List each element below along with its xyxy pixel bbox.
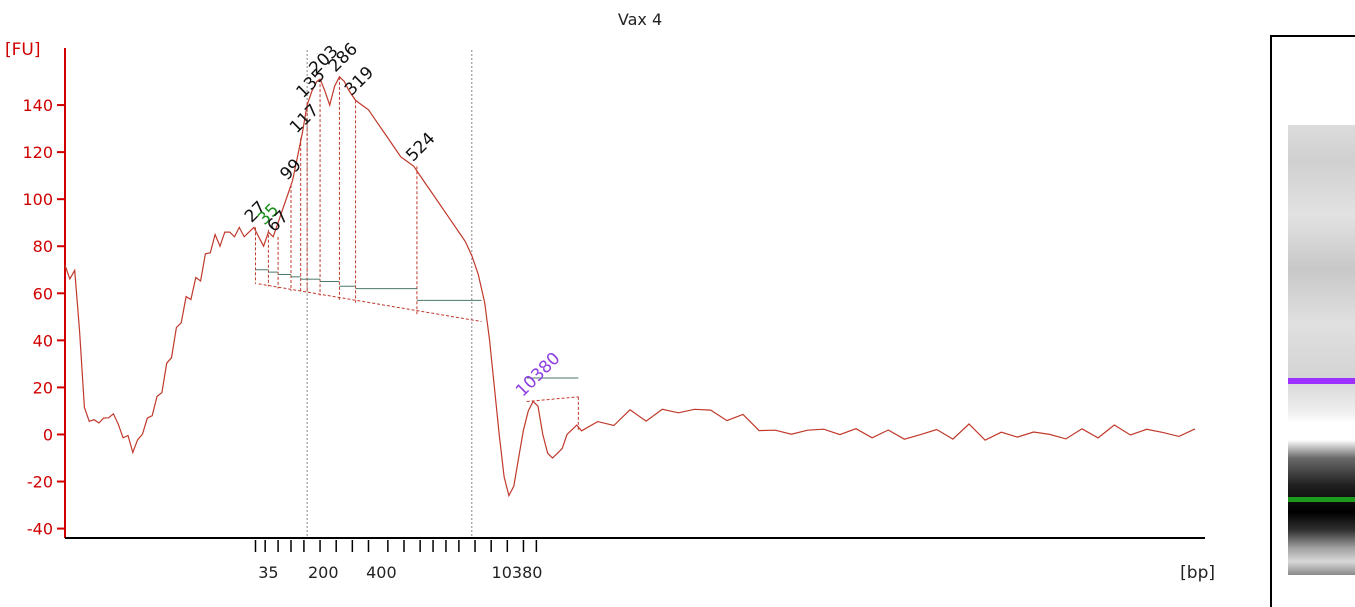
gel-lane-body	[1288, 125, 1355, 575]
gel-marker-upper	[1288, 378, 1355, 384]
trace-line	[64, 75, 1196, 498]
x-axis: 35 200 400 10380	[254, 540, 543, 582]
baseline-dotted	[258, 283, 482, 323]
electropherogram-chart: Vax 4 [FU] [bp] -40 -20 0 20 40 60 80 100 120 140…	[5, 10, 1215, 583]
peak-label: 117	[286, 100, 323, 137]
y-tick-label: -20	[27, 473, 53, 492]
gel-lane	[1288, 125, 1355, 575]
y-tick-label: 40	[33, 331, 53, 350]
x-axis-label: [bp]	[1180, 563, 1215, 583]
x-tick-label: 400	[366, 563, 397, 582]
peak-fill-lines	[254, 76, 418, 315]
x-tick-label: 200	[308, 563, 339, 582]
gel-panel	[1270, 35, 1355, 607]
y-tick-label: 80	[33, 237, 53, 256]
x-tick-label: 10380	[492, 563, 543, 582]
y-tick-label: 140	[22, 96, 53, 115]
chart-title: Vax 4	[618, 10, 662, 29]
peak-label: 524	[402, 129, 439, 166]
baseline-dotted	[526, 396, 579, 403]
peak-baselines	[255, 269, 579, 430]
peak-label: 99	[276, 155, 305, 184]
y-tick-label: 60	[33, 284, 53, 303]
x-tick-label: 35	[258, 563, 278, 582]
y-tick-label: 100	[22, 190, 53, 209]
y-axis: -40 -20 0 20 40 60 80 100 120 140	[22, 96, 65, 539]
y-tick-label: 0	[43, 425, 53, 444]
y-tick-label: -40	[27, 520, 53, 539]
peak-label: 10380	[512, 349, 564, 401]
y-tick-label: 120	[22, 143, 53, 162]
y-tick-label: 20	[33, 378, 53, 397]
reference-lines	[306, 50, 473, 538]
gel-marker-lower	[1288, 497, 1355, 502]
y-axis-label: [FU]	[5, 40, 41, 60]
